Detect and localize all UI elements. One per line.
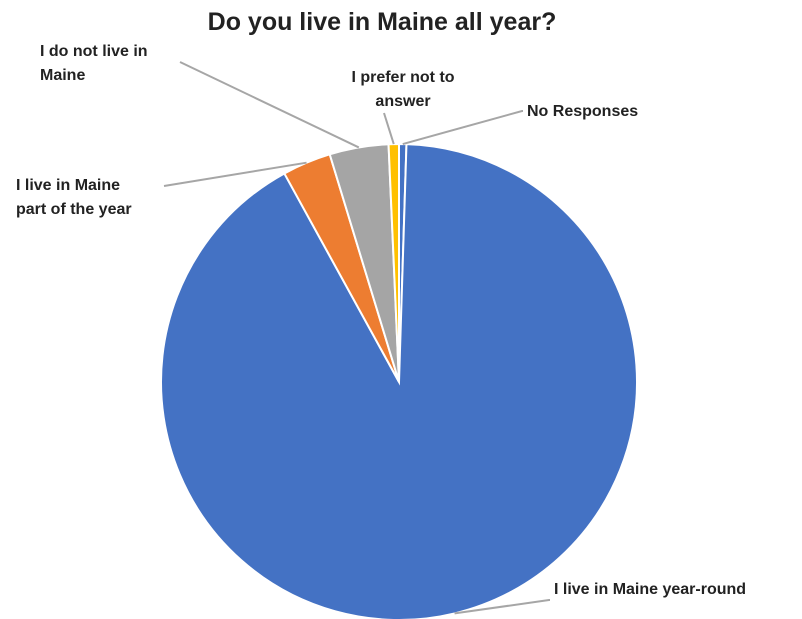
leader-line-2 — [163, 161, 307, 187]
pie-slice-1 — [160, 143, 638, 619]
chart-title: Do you live in Maine all year? — [208, 8, 557, 36]
slice-label-1: I live in Maine year-round — [554, 581, 746, 598]
slice-label-3: I do not live in Maine — [40, 43, 148, 84]
slice-labels: No Responses I live in Maine year-round I … — [16, 43, 746, 598]
leader-line-3 — [179, 61, 360, 149]
leader-line-0 — [402, 110, 523, 145]
slice-label-4: I prefer not to answer — [351, 69, 454, 110]
leader-line-4 — [383, 112, 395, 145]
leader-lines — [163, 61, 550, 615]
leader-line-1 — [454, 599, 550, 615]
slice-label-0: No Responses — [527, 103, 638, 120]
slice-label-2: I live in Maine part of the year — [16, 177, 132, 218]
pie-slices — [160, 142, 638, 619]
